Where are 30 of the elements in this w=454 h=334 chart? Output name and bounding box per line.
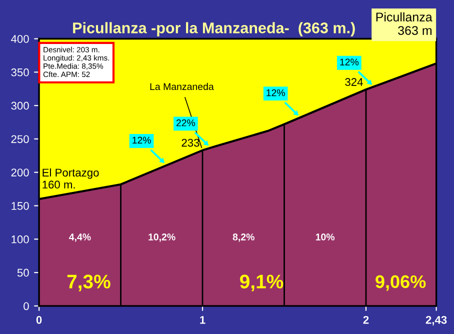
annotation: 12% (132, 136, 151, 144)
x-tick-label: 2,43 (426, 316, 447, 326)
y-tick-label: 200 (11, 168, 29, 176)
x-tick-label: 1 (200, 316, 206, 324)
annotation: 8,2% (232, 234, 254, 242)
annotation: 4,4% (69, 234, 91, 242)
y-tick-label: 50 (17, 268, 29, 277)
y-tick-label: 0 (24, 302, 29, 310)
y-tick-label: 350 (11, 68, 29, 76)
annotation: 7,3% (67, 274, 110, 292)
annotation: 12% (340, 58, 359, 66)
y-tick-label: 250 (11, 135, 29, 144)
y-tick-label: 400 (11, 35, 29, 43)
annotation: 9,06% (376, 275, 426, 291)
y-tick-label: 150 (12, 202, 29, 210)
chart-title: Picullanza -por la Manzaneda- (363 m.) (73, 22, 355, 36)
y-tick-label: 300 (11, 102, 29, 110)
text: Picullanza 363 m (376, 12, 432, 35)
x-tick-label: 2 (363, 316, 369, 324)
y-tick-label: 100 (12, 235, 29, 244)
annotation: 324 (345, 78, 363, 86)
annotation: La Manzaneda (150, 82, 214, 90)
annotation: 22% (176, 119, 196, 126)
annotation: 233 (182, 138, 200, 147)
x-tick-label: 0 (36, 316, 42, 324)
annotation: 10% (316, 234, 335, 240)
annotation: El Portazgo 160 m. (42, 168, 99, 189)
annotation: 10,2% (148, 234, 176, 242)
annotation: 9,1% (240, 274, 284, 292)
annotation: 12% (266, 89, 285, 96)
